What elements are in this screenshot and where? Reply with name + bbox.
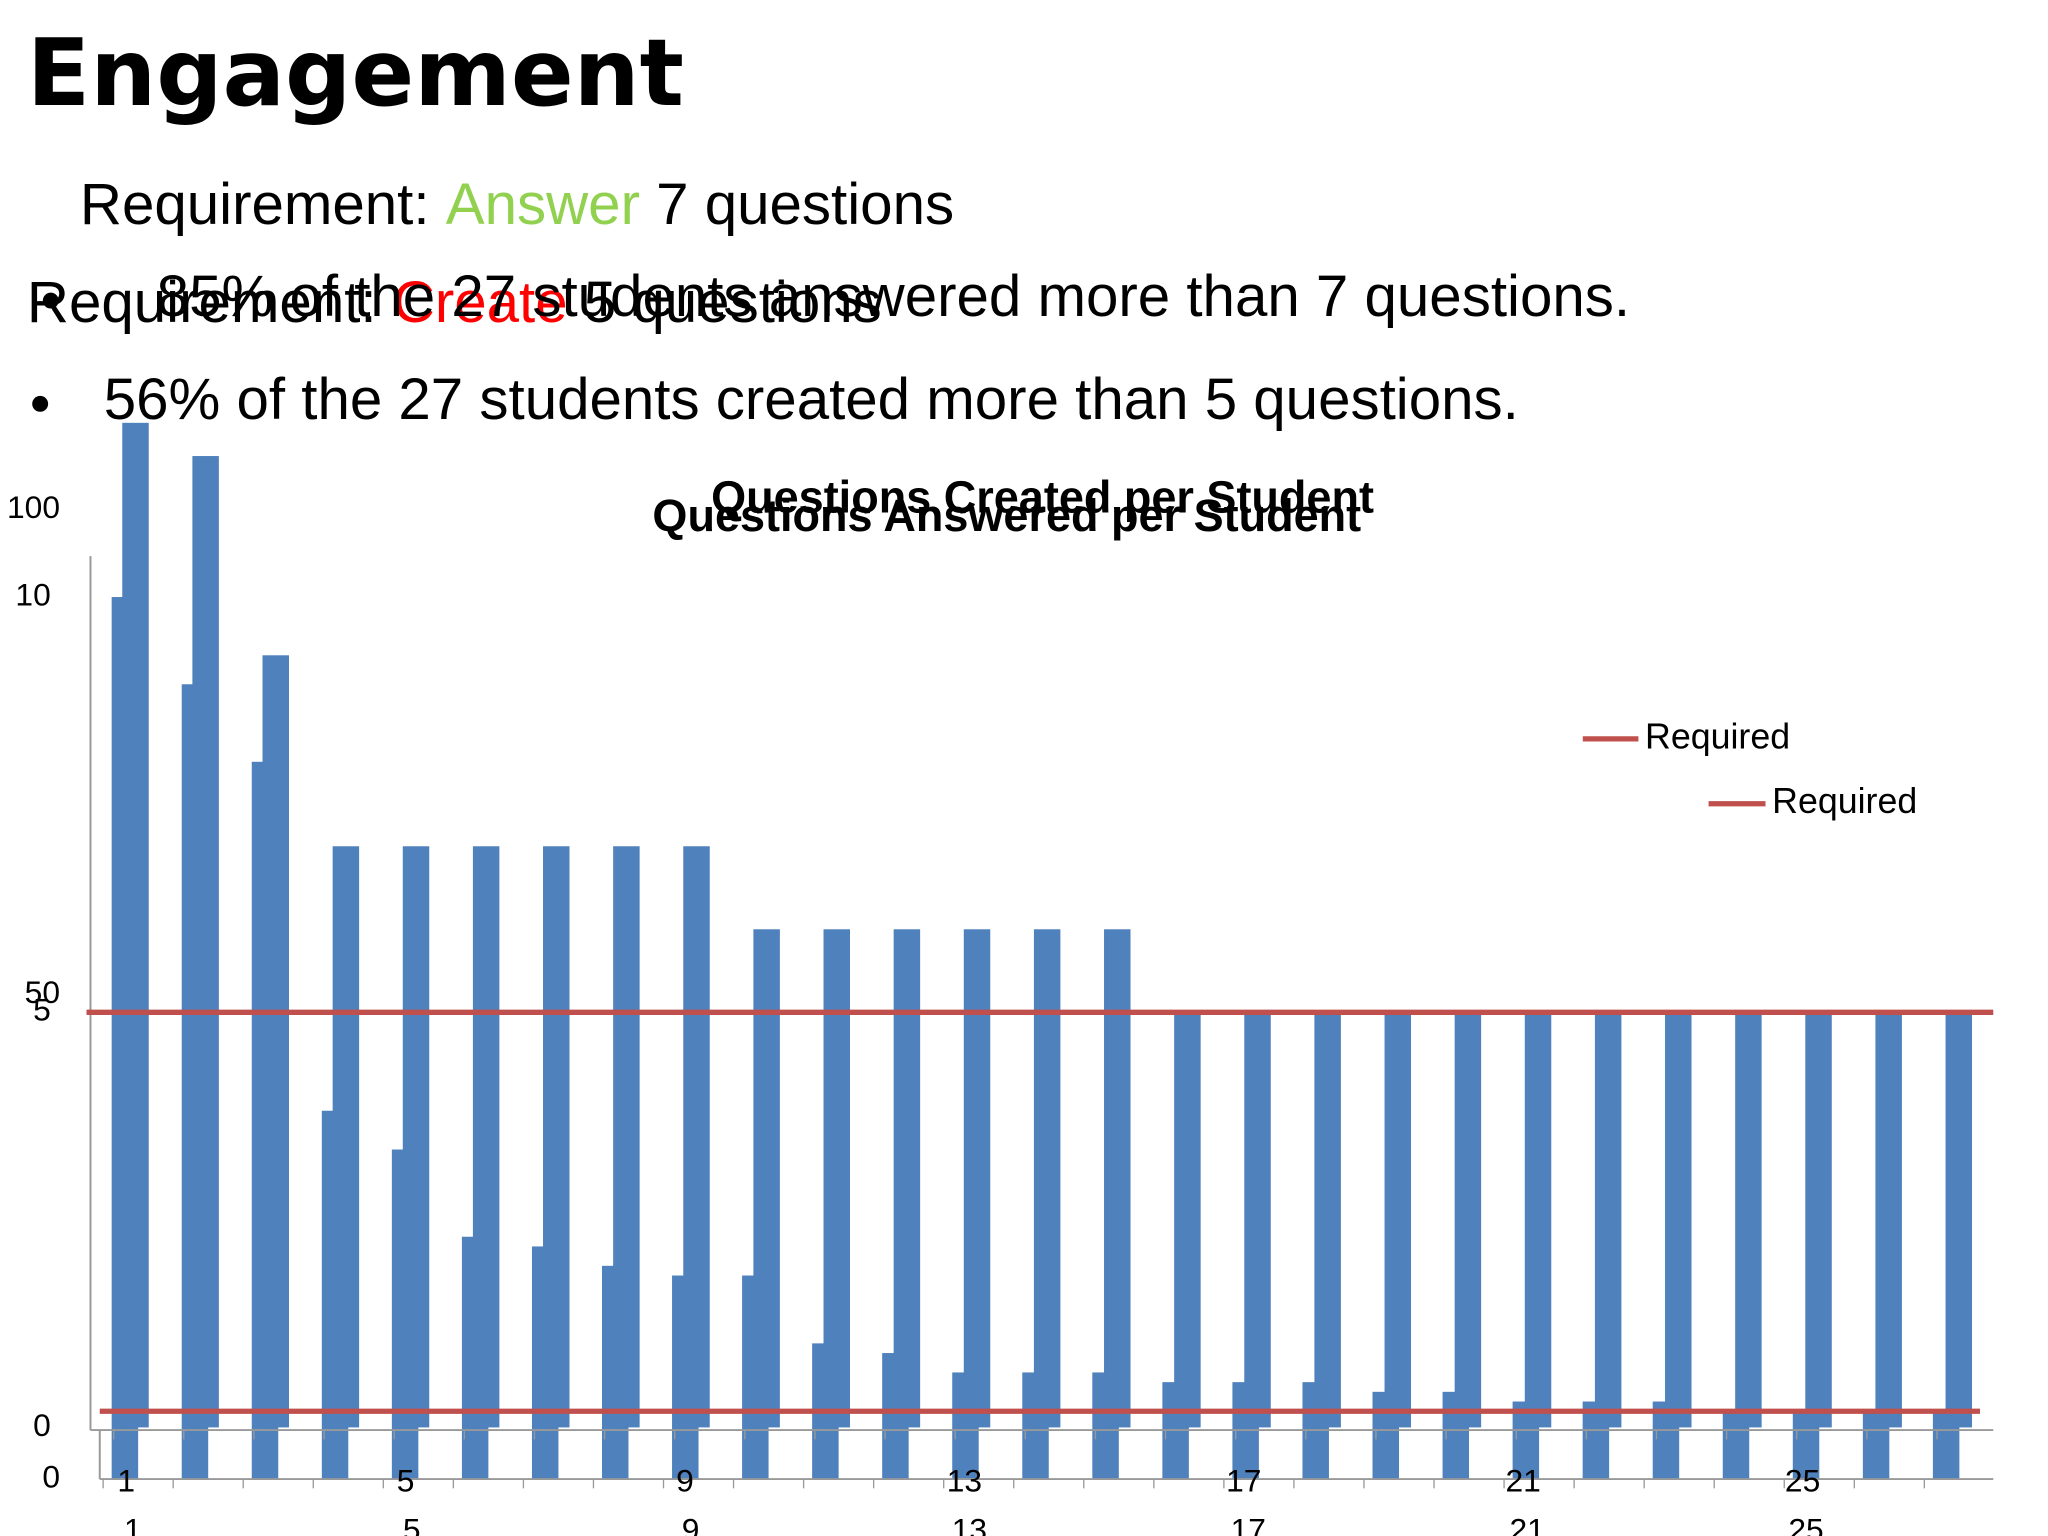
bars-layer [111, 422, 1973, 1480]
bar [1875, 1012, 1902, 1428]
x-tick-label: 17 [1231, 1511, 1266, 1536]
requirement-suffix: 5 questions [568, 271, 882, 336]
slide-title: Engagement [27, 19, 684, 127]
legend-label: Required [1772, 781, 1917, 821]
y-tick-label: 0 [33, 1407, 51, 1443]
bullet-dot [32, 395, 49, 412]
x-tick-label: 5 [403, 1511, 421, 1536]
bar [1805, 1012, 1832, 1428]
chart-title: Questions Answered per Student [652, 490, 1361, 541]
bar [893, 929, 921, 1428]
y-tick-label: 0 [42, 1458, 60, 1494]
requirement-verb: Answer [446, 173, 640, 238]
bar [1033, 929, 1061, 1428]
bar [1524, 1012, 1552, 1428]
x-tick-label: 25 [1785, 1462, 1820, 1498]
x-tick-label: 21 [1510, 1511, 1545, 1536]
x-tick-label: 5 [397, 1462, 415, 1498]
bar [823, 929, 851, 1428]
bar [262, 655, 289, 1428]
x-tick-label: 13 [947, 1462, 982, 1498]
bar [1104, 929, 1131, 1428]
bar [1244, 1012, 1271, 1428]
bar [1314, 1012, 1341, 1428]
requirement-verb: Create [393, 271, 568, 336]
bar [1454, 1012, 1482, 1428]
requirement: Requirement: Create 5 questions [27, 271, 882, 336]
bar [963, 929, 991, 1428]
bar [1665, 1012, 1692, 1428]
x-tick-label: 1 [124, 1511, 142, 1536]
bar [613, 846, 640, 1428]
bar [1384, 1012, 1412, 1428]
x-tick-label: 9 [682, 1511, 700, 1536]
bar [1594, 1012, 1622, 1428]
x-tick-label: 21 [1506, 1462, 1541, 1498]
bar [683, 846, 710, 1428]
bar [332, 846, 360, 1428]
x-tick-label: 17 [1226, 1462, 1261, 1498]
x-tick-label: 25 [1788, 1511, 1823, 1536]
bar [1174, 1012, 1201, 1428]
bar [1735, 1012, 1762, 1428]
chart-title: Questions Created per Student [711, 471, 1374, 522]
requirement-suffix: 7 questions [640, 173, 954, 238]
requirement-prefix: Requirement: [80, 173, 446, 238]
y-tick-label: 100 [7, 489, 60, 525]
bullet-dot [42, 292, 59, 309]
legend-label: Required [1645, 716, 1790, 756]
bar [753, 929, 780, 1428]
bar [543, 846, 570, 1428]
requirement: Requirement: Answer 7 questions [80, 173, 954, 238]
requirement-prefix: Requirement: [27, 271, 393, 336]
x-tick-label: 1 [117, 1462, 135, 1498]
bar [192, 456, 219, 1428]
bullet: 56% of the 27 students created more than… [104, 367, 1519, 432]
y-tick-label: 5 [33, 992, 51, 1028]
y-tick-label: 50 [25, 974, 60, 1010]
bar [1945, 1012, 1973, 1428]
x-tick-label: 13 [952, 1511, 987, 1536]
bar [122, 422, 149, 1428]
y-tick-label: 10 [15, 577, 50, 613]
x-tick-label: 9 [676, 1462, 694, 1498]
bullet: 85% of the 27 students answered more tha… [157, 264, 1630, 329]
bar [402, 846, 430, 1428]
bar [472, 846, 500, 1428]
